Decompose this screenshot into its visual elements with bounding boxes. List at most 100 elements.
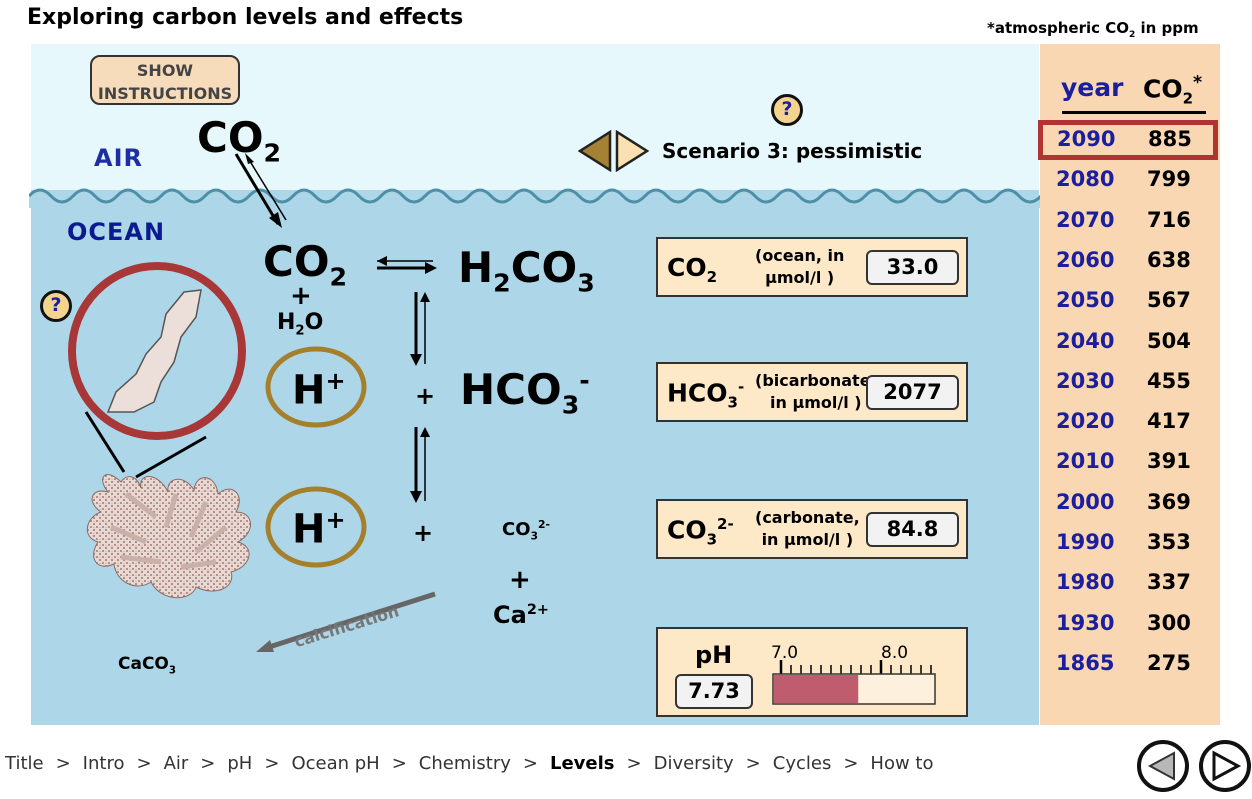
- ph-scale-min-label: 7.0: [771, 643, 798, 663]
- breadcrumb-item-ocean-ph[interactable]: Ocean pH: [291, 753, 380, 774]
- page-title: Exploring carbon levels and effects: [27, 5, 464, 30]
- table-row[interactable]: 2070 716: [1040, 201, 1220, 241]
- table-year: 2020: [1056, 409, 1115, 434]
- carbonate-panel: CO32- (carbonate, in µmol/l ) 84.8: [656, 499, 968, 559]
- co2-ocean-description: (ocean, in µmol/l ): [755, 246, 845, 287]
- bicarbonate-panel-formula: HCO3-: [667, 378, 745, 412]
- previous-scenario-button[interactable]: [578, 130, 612, 172]
- table-year: 2040: [1056, 328, 1115, 353]
- table-co2-ppm: 638: [1147, 247, 1191, 272]
- table-year: 2050: [1056, 288, 1115, 313]
- table-year: 1980: [1056, 570, 1115, 595]
- co2-ocean-formula: CO2: [667, 253, 718, 286]
- calcium-ion-formula: Ca2+: [493, 601, 549, 629]
- ocean-label: OCEAN: [67, 218, 166, 246]
- table-header-co2: CO2*: [1143, 73, 1203, 108]
- table-co2-ppm: 716: [1147, 207, 1191, 232]
- table-row[interactable]: 2050 567: [1040, 281, 1220, 321]
- carbonate-value: 84.8: [866, 512, 959, 547]
- breadcrumb-item-chemistry[interactable]: Chemistry: [418, 753, 511, 774]
- table-row[interactable]: 2020 417: [1040, 402, 1220, 442]
- bicarbonate-value: 2077: [866, 375, 959, 410]
- breadcrumb-item-air[interactable]: Air: [163, 753, 189, 774]
- table-co2-ppm: 353: [1147, 530, 1191, 554]
- water-formula: H2O: [277, 310, 324, 339]
- carbonate-ion-formula: CO32-: [502, 518, 551, 543]
- breadcrumb-item-intro[interactable]: Intro: [82, 753, 125, 774]
- ph-scale-mid-label: 8.0: [881, 643, 908, 663]
- table-row[interactable]: 1865 275: [1040, 644, 1220, 684]
- ph-gauge: 7.0 8.0: [771, 643, 936, 705]
- coral-help-icon[interactable]: ?: [40, 290, 72, 322]
- table-co2-ppm: 417: [1147, 409, 1191, 434]
- table-year: 2090: [1057, 127, 1116, 151]
- breadcrumb-separator: >: [626, 753, 642, 774]
- next-scenario-button[interactable]: [615, 130, 649, 172]
- breadcrumb-item-ph[interactable]: pH: [227, 753, 253, 774]
- equilibrium-arrows-vertical-2: [410, 427, 430, 503]
- circle-back-icon: [1147, 751, 1175, 781]
- table-co2-ppm: 369: [1147, 489, 1191, 514]
- air-sea-exchange-arrows: [234, 153, 287, 228]
- equilibrium-arrows-vertical-1: [410, 292, 430, 366]
- table-co2-ppm: 799: [1147, 167, 1191, 192]
- table-row[interactable]: 2060 638: [1040, 241, 1220, 281]
- table-header-underline: [1062, 111, 1206, 114]
- table-row[interactable]: 2000 369: [1040, 483, 1220, 523]
- scenario-label: Scenario 3: pessimistic: [662, 139, 923, 163]
- breadcrumb-separator: >: [745, 753, 761, 774]
- table-row[interactable]: 1930 300: [1040, 604, 1220, 644]
- table-year: 2080: [1056, 167, 1115, 192]
- air-label: AIR: [94, 144, 143, 172]
- next-page-button[interactable]: [1199, 740, 1251, 792]
- table-row[interactable]: 2090 885: [1038, 120, 1218, 160]
- ph-scale-ticks: [779, 660, 932, 674]
- carbonate-description: (carbonate, in µmol/l ): [755, 508, 860, 549]
- table-year: 2030: [1056, 368, 1115, 393]
- ph-value: 7.73: [675, 674, 753, 709]
- breadcrumb-item-how-to[interactable]: How to: [870, 753, 934, 774]
- previous-page-button[interactable]: [1137, 740, 1189, 792]
- table-co2-ppm: 391: [1147, 449, 1191, 474]
- hydrogen-ion-2: H+: [292, 506, 346, 553]
- hydrogen-ion-ring-1: [265, 346, 367, 428]
- table-year: 2060: [1056, 247, 1115, 272]
- table-row[interactable]: 2040 504: [1040, 322, 1220, 362]
- table-year: 1990: [1056, 530, 1115, 554]
- table-row[interactable]: 1990 353: [1040, 523, 1220, 563]
- plus-sign-3: +: [509, 565, 531, 595]
- carbonic-acid-formula: H2CO3: [458, 243, 595, 298]
- breadcrumb-separator: >: [264, 753, 280, 774]
- breadcrumb-item-diversity[interactable]: Diversity: [653, 753, 734, 774]
- breadcrumb-separator: >: [843, 753, 859, 774]
- breadcrumb-item-cycles[interactable]: Cycles: [772, 753, 832, 774]
- co2-ocean-panel: CO2 (ocean, in µmol/l ) 33.0: [656, 237, 968, 297]
- equilibrium-arrows-horizontal: [377, 256, 437, 274]
- ppm-footnote: *atmospheric CO2 in ppm: [987, 19, 1199, 40]
- table-co2-ppm: 275: [1147, 650, 1191, 675]
- atmospheric-co2-formula: CO2: [197, 113, 282, 168]
- help-icon[interactable]: ?: [771, 94, 803, 126]
- sea-surface-waves: [29, 188, 1219, 208]
- table-co2-ppm: 885: [1148, 127, 1192, 151]
- table-co2-ppm: 504: [1147, 328, 1191, 353]
- table-year: 1930: [1056, 610, 1115, 635]
- ph-gauge-fill: [774, 675, 859, 703]
- plus-sign-2: +: [413, 519, 434, 547]
- table-row[interactable]: 2010 391: [1040, 442, 1220, 482]
- table-row[interactable]: 2080 799: [1040, 160, 1220, 200]
- breadcrumb-item-title[interactable]: Title: [5, 753, 44, 774]
- table-year: 1865: [1056, 650, 1115, 675]
- coral-skeleton-illustration: [68, 262, 251, 599]
- table-row[interactable]: 2030 455: [1040, 362, 1220, 402]
- table-row[interactable]: 1980 337: [1040, 563, 1220, 603]
- breadcrumb-separator: >: [55, 753, 71, 774]
- table-co2-ppm: 567: [1147, 288, 1191, 313]
- carbonate-panel-formula: CO32-: [667, 515, 734, 549]
- ph-label: pH: [695, 641, 733, 669]
- ph-panel: pH 7.73 7.0 8.0: [656, 627, 968, 717]
- table-header-year: year: [1061, 73, 1124, 102]
- co2-ocean-value: 33.0: [866, 250, 959, 285]
- breadcrumb-item-levels[interactable]: Levels: [549, 753, 615, 774]
- show-instructions-button[interactable]: SHOW INSTRUCTIONS: [90, 55, 240, 105]
